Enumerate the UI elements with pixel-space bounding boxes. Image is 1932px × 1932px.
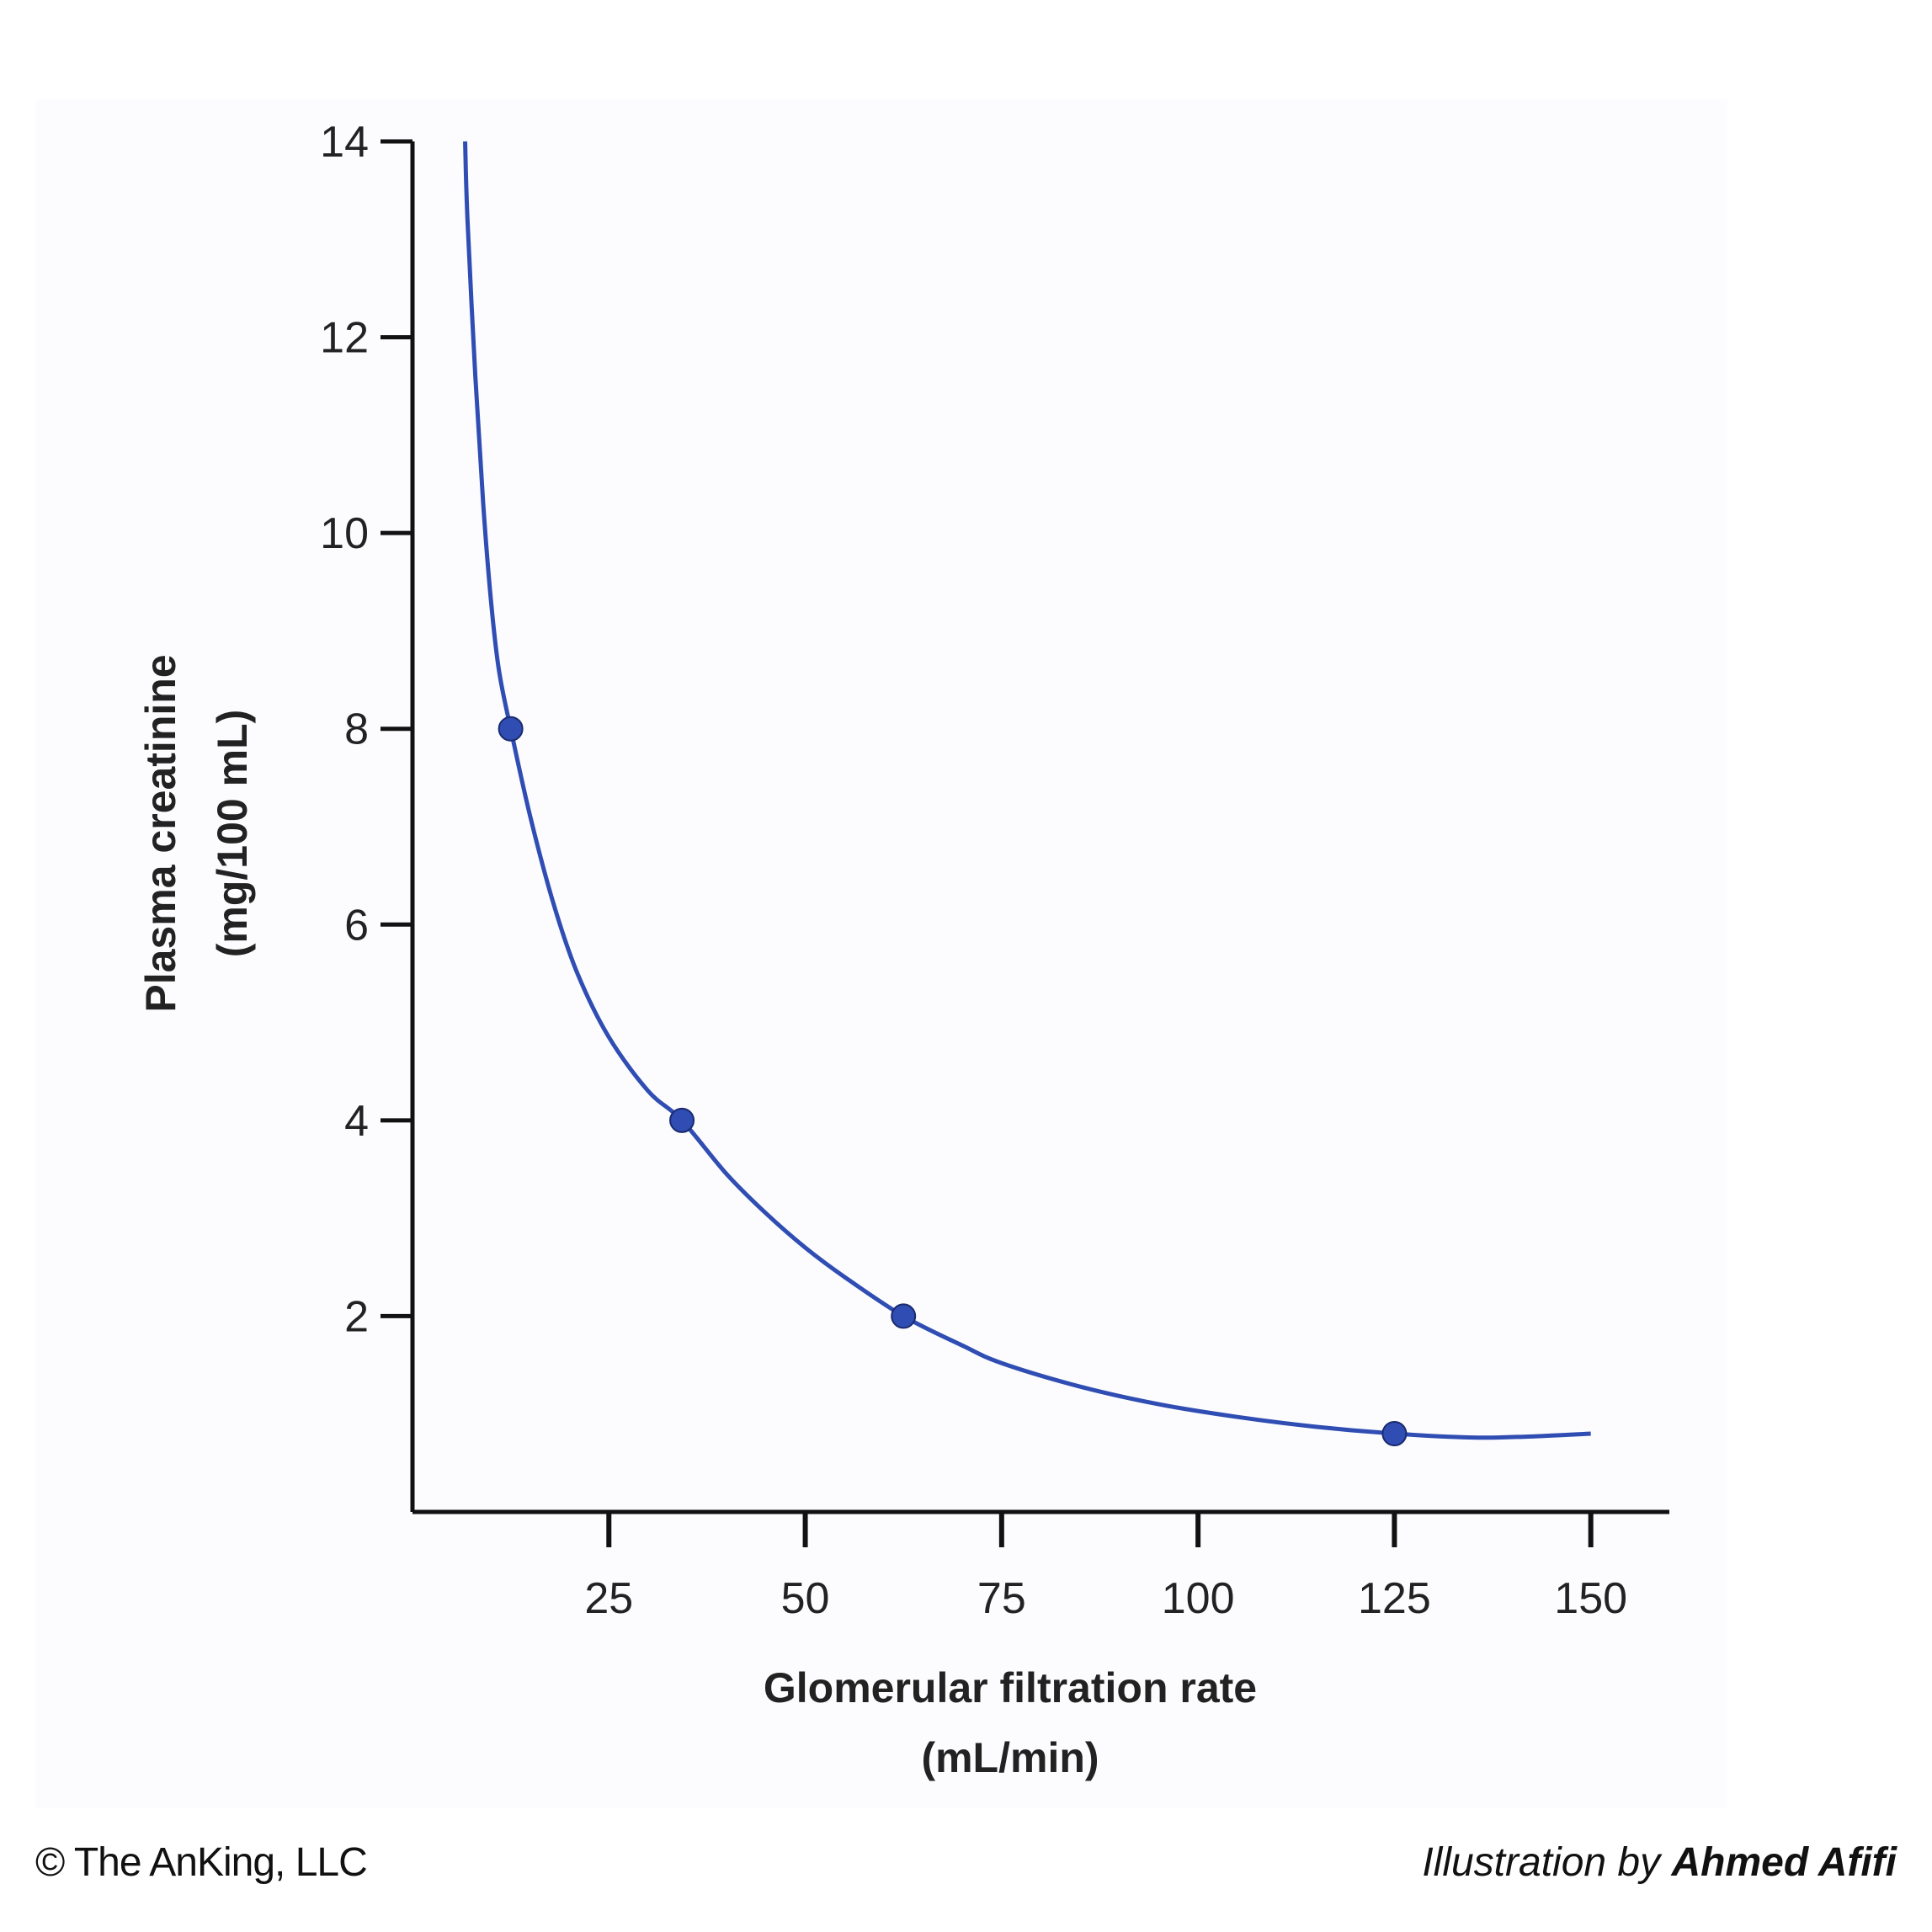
x-tick-label: 150 xyxy=(1554,1574,1627,1623)
x-tick-label: 75 xyxy=(977,1574,1026,1623)
y-tick-label: 4 xyxy=(344,1097,369,1146)
data-point xyxy=(669,1107,695,1133)
y-axis-title: Plasma creatinine xyxy=(137,654,184,1012)
x-axis-unit: (mL/min) xyxy=(921,1734,1099,1781)
x-tick-label: 25 xyxy=(584,1574,633,1623)
chart-background xyxy=(35,99,1727,1808)
ticks: 2 4 6 8 10 12 14 25 50 75 100 125 150 xyxy=(320,118,1627,1623)
x-tick-label: 50 xyxy=(781,1574,830,1623)
y-tick-label: 2 xyxy=(344,1292,369,1341)
series xyxy=(463,141,1591,1446)
illustration-credit: Illustration by Ahmed Afifi xyxy=(1422,1839,1897,1886)
x-tick-label: 100 xyxy=(1162,1574,1235,1623)
x-tick-label: 125 xyxy=(1358,1574,1431,1623)
series-line xyxy=(463,141,1591,1440)
x-axis-title: Glomerular filtration rate xyxy=(764,1664,1257,1711)
y-tick-label: 8 xyxy=(344,705,369,754)
axes xyxy=(410,141,1669,1514)
y-axis-unit: (mg/100 mL) xyxy=(209,710,256,958)
credit-prefix: Illustration by xyxy=(1422,1840,1672,1885)
y-tick-label: 10 xyxy=(320,509,369,558)
y-tick-label: 12 xyxy=(320,314,369,363)
credit-author: Ahmed Afifi xyxy=(1671,1840,1897,1885)
y-tick-label: 6 xyxy=(344,901,369,950)
data-point xyxy=(1381,1420,1408,1446)
y-tick-label: 14 xyxy=(320,118,369,167)
data-point xyxy=(891,1303,917,1329)
copyright-notice: © The AnKing, LLC xyxy=(35,1840,368,1885)
data-point xyxy=(498,716,524,742)
